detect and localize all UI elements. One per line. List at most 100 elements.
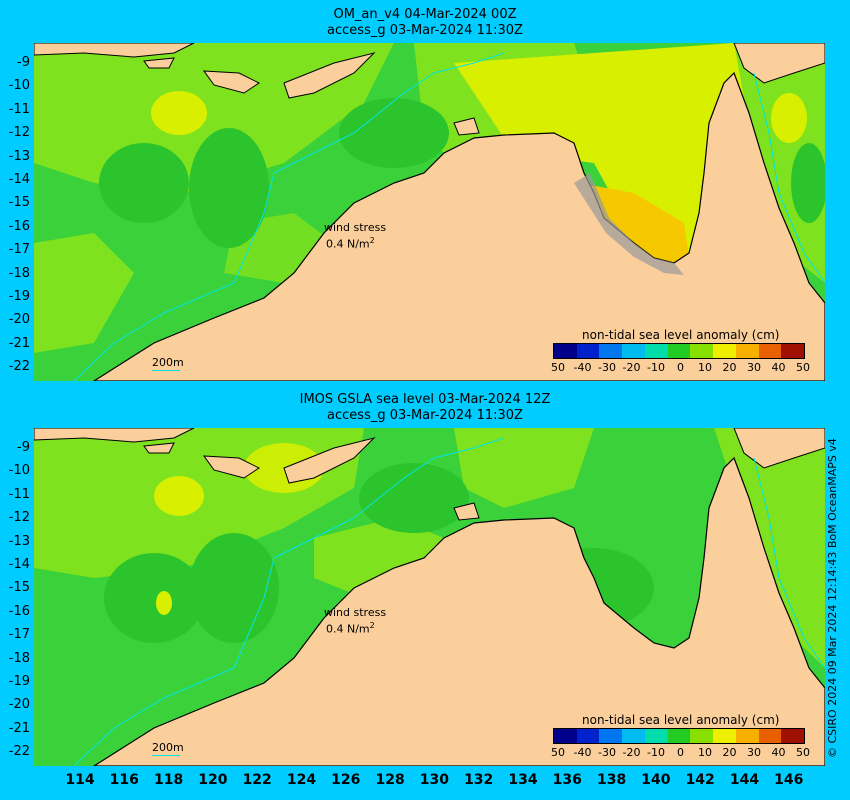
panel1-lat-tick: -22 xyxy=(8,359,30,375)
panel2-colorbar-tick: 10 xyxy=(698,746,712,759)
lon-tick: 146 xyxy=(774,772,804,788)
panel2-lat-tick: -11 xyxy=(8,486,30,502)
lon-tick: 140 xyxy=(641,772,671,788)
panel2-lat-tick: -22 xyxy=(8,744,30,760)
panel2-lat-tick: -14 xyxy=(8,557,30,572)
colorbar-swatch xyxy=(758,729,782,743)
colorbar-swatch xyxy=(735,344,759,358)
panel1-wind-stress-value: 0.4 N/m2 xyxy=(326,236,375,251)
panel2-colorbar-tick: -10 xyxy=(647,746,665,759)
panel2-lat-tick: -21 xyxy=(8,720,30,736)
panel1-lat-tick: -20 xyxy=(8,312,30,328)
panel1-colorbar-tick: 20 xyxy=(722,361,737,374)
panel1-lat-tick: -13 xyxy=(8,148,30,164)
colorbar-swatch xyxy=(690,344,714,358)
panel1-title-line1: OM_an_v4 04-Mar-2024 00Z xyxy=(333,7,517,22)
lon-tick: 142 xyxy=(685,772,715,788)
panel1-lat-tick: -18 xyxy=(8,265,30,281)
colorbar-swatch xyxy=(690,729,714,743)
colorbar-swatch xyxy=(667,344,691,358)
panel2-title-line1: IMOS GSLA sea level 03-Mar-2024 12Z xyxy=(299,392,551,407)
panel2-200m-label: 200m xyxy=(152,741,184,754)
panel1-colorbar-tick: 40 xyxy=(771,361,786,374)
lon-tick: 126 xyxy=(331,772,361,788)
panel1-lat-tick: -19 xyxy=(8,289,30,304)
panel1-lat-tick: -21 xyxy=(8,335,30,351)
colorbar-swatch xyxy=(735,729,759,743)
panel2-colorbar-tick: -40 xyxy=(573,746,592,759)
panel1-colorbar-tick: -40 xyxy=(573,361,592,374)
panel2-lat-tick: -15 xyxy=(8,580,30,596)
panel1-lat-tick: -10 xyxy=(8,78,30,94)
panel1-colorbar-tick: -20 xyxy=(622,361,641,374)
lon-tick: 138 xyxy=(596,772,627,788)
lon-tick: 118 xyxy=(153,772,184,788)
panel1-lat-tick: -17 xyxy=(8,242,30,258)
panel2-map-canvas xyxy=(34,428,825,766)
panel1-colorbar-title: non-tidal sea level anomaly (cm) xyxy=(582,328,780,342)
panel1-title-line2: access_g 03-Mar-2024 11:30Z xyxy=(327,23,523,38)
panel2-colorbar-title: non-tidal sea level anomaly (cm) xyxy=(582,713,780,727)
panel2-colorbar xyxy=(553,728,805,744)
colorbar-swatch xyxy=(644,729,668,743)
panel2-colorbar-tick: 50 xyxy=(796,746,810,759)
panel2-lat-tick: -19 xyxy=(8,674,30,689)
panel2-lat-tick: -20 xyxy=(8,697,30,713)
panel1-200m-swatch xyxy=(152,370,180,371)
panel2-colorbar-tick: 20 xyxy=(722,746,737,759)
panel2-lat-tick: -10 xyxy=(8,463,30,479)
panel2-colorbar-tick: 50 xyxy=(551,746,565,759)
colorbar-swatch xyxy=(554,729,577,743)
lon-tick: 132 xyxy=(464,772,494,788)
panel1-colorbar-tick: -30 xyxy=(598,361,616,374)
colorbar-swatch xyxy=(781,729,805,743)
panel2-title-line2: access_g 03-Mar-2024 11:30Z xyxy=(327,408,523,423)
panel1-lat-tick: -16 xyxy=(8,218,30,234)
panel2-colorbar-tick: 40 xyxy=(771,746,786,759)
panel1-colorbar-tick: 10 xyxy=(698,361,712,374)
lon-tick: 116 xyxy=(109,772,139,788)
colorbar-swatch xyxy=(576,729,600,743)
colorbar-swatch xyxy=(622,344,645,358)
panel2-colorbar-tick: 0 xyxy=(677,746,684,759)
lon-tick: 124 xyxy=(286,772,317,788)
lon-tick: 136 xyxy=(552,772,582,788)
panel2-colorbar-tick: 30 xyxy=(747,746,761,759)
panel1-colorbar-tick: -10 xyxy=(647,361,665,374)
panel2-colorbar-tick: -30 xyxy=(598,746,616,759)
panel2-lat-tick: -12 xyxy=(8,510,30,526)
panel1-colorbar-tick: 50 xyxy=(551,361,565,374)
lon-tick: 120 xyxy=(198,772,228,788)
lon-tick: 130 xyxy=(419,772,450,788)
panel2-lat-tick: -16 xyxy=(8,603,30,619)
panel2-lat-tick: -9 xyxy=(17,440,30,455)
panel1-colorbar-tick: 30 xyxy=(747,361,761,374)
panel2-wind-stress-value: 0.4 N/m2 xyxy=(326,621,375,636)
panel2-200m-swatch xyxy=(152,755,180,756)
credit-text: © CSIRO 2024 09 Mar 2024 12:14:43 BoM Oc… xyxy=(826,438,839,758)
colorbar-swatch xyxy=(599,344,623,358)
panel1-map[interactable]: wind stress 0.4 N/m2 200m non-tidal sea … xyxy=(34,43,825,381)
panel1-wind-stress-label: wind stress xyxy=(324,221,387,234)
panel1-lat-tick: -9 xyxy=(17,55,30,70)
panel1-colorbar-tick: 50 xyxy=(796,361,810,374)
colorbar-swatch xyxy=(622,729,645,743)
panel2-lat-tick: -18 xyxy=(8,650,30,666)
colorbar-swatch xyxy=(781,344,805,358)
panel1-colorbar-tick: 0 xyxy=(677,361,684,374)
colorbar-swatch xyxy=(713,344,736,358)
panel1-200m-label: 200m xyxy=(152,356,184,369)
panel2-lat-tick: -17 xyxy=(8,627,30,643)
panel2-colorbar-tick: -20 xyxy=(622,746,641,759)
lon-tick: 134 xyxy=(508,772,538,788)
panel2-wind-stress-label: wind stress xyxy=(324,606,387,619)
panel1-colorbar xyxy=(553,343,805,359)
colorbar-swatch xyxy=(554,344,577,358)
panel1-lat-tick: -14 xyxy=(8,172,30,187)
panel1-lat-tick: -11 xyxy=(8,101,30,117)
colorbar-swatch xyxy=(713,729,736,743)
lon-tick: 144 xyxy=(729,772,760,788)
panel2-map[interactable]: wind stress 0.4 N/m2 200m non-tidal sea … xyxy=(34,428,825,766)
colorbar-swatch xyxy=(667,729,691,743)
lon-tick: 114 xyxy=(65,772,95,788)
